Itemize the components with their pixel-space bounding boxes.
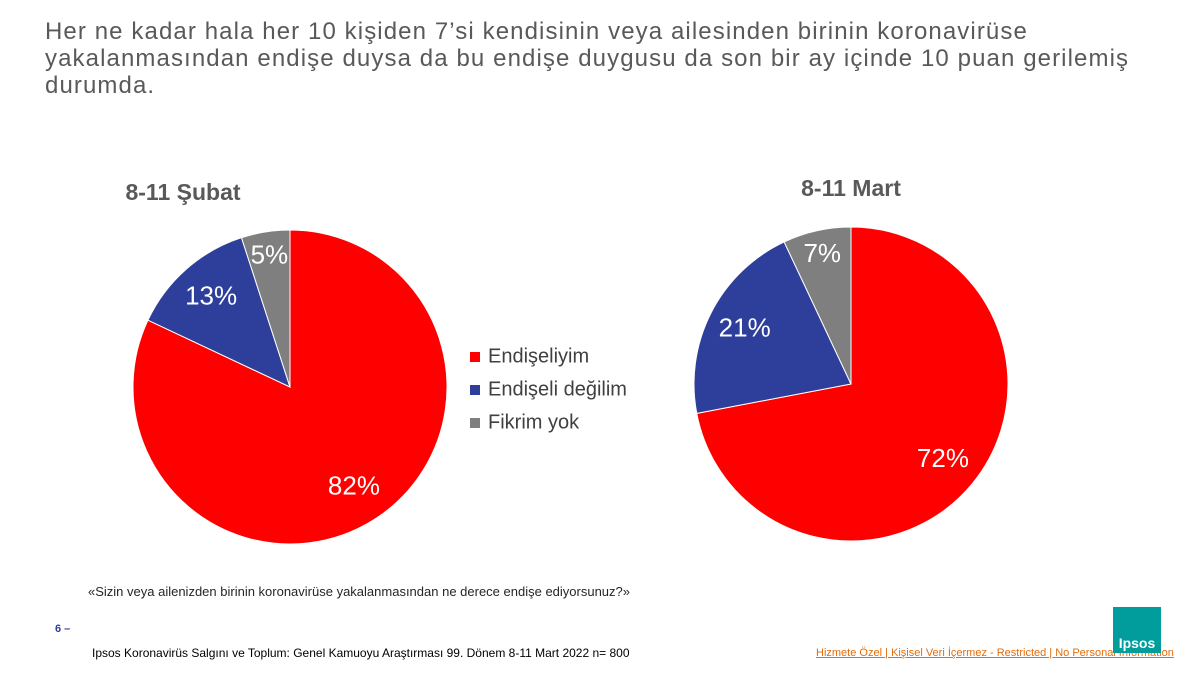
legend-label: Endişeli değilim xyxy=(488,378,627,400)
footer: Ipsos Koronavirüs Salgını ve Toplum: Gen… xyxy=(92,646,630,660)
chart-title: 8-11 Mart xyxy=(801,175,901,201)
data-label: 82% xyxy=(328,471,380,501)
data-label: 72% xyxy=(917,443,969,473)
pie-slice xyxy=(147,237,291,388)
slide-title: Her ne kadar hala her 10 kişiden 7’si ke… xyxy=(45,18,1130,99)
data-label: 21% xyxy=(719,313,771,343)
question: «Sizin veya ailenizden birinin koronavir… xyxy=(88,584,631,599)
legend-swatch xyxy=(470,352,480,362)
data-label: 13% xyxy=(185,280,237,310)
legend-label: Fikrim yok xyxy=(488,411,580,433)
legend-label: Endişeliyim xyxy=(488,345,589,367)
chart-title: 8-11 Şubat xyxy=(125,179,240,205)
pie-slice xyxy=(693,241,852,415)
classification-link[interactable]: Hizmete Özel | Kişisel Veri İçermez - Re… xyxy=(816,647,1174,659)
pie-slice xyxy=(783,226,852,385)
page-number: 6 – xyxy=(55,623,71,635)
pie-slice xyxy=(696,226,1009,542)
legend-swatch xyxy=(470,385,480,395)
data-label: 7% xyxy=(803,238,841,268)
legend-swatch xyxy=(470,418,480,428)
logo: Ipsos xyxy=(1113,607,1161,653)
data-label: 5% xyxy=(251,240,289,270)
pie-slice xyxy=(240,229,291,388)
